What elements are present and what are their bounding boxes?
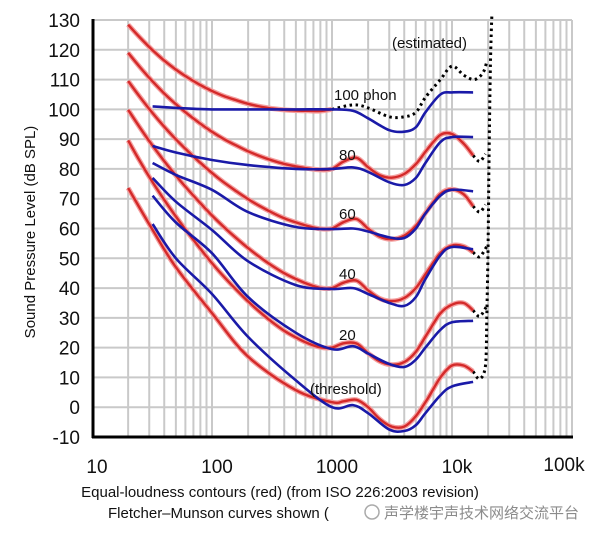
x-tick-label: 1000 [316, 457, 358, 478]
x-tick-label: 10 [86, 457, 107, 478]
y-tick-label: 10 [59, 368, 80, 389]
blue-fletcher-munson-20 [151, 194, 474, 369]
estimated-dotted-line [472, 153, 487, 163]
blue-fletcher-munson-40 [151, 176, 474, 308]
red-contour-80 [127, 52, 475, 179]
annotation-60: 60 [339, 206, 356, 223]
y-tick-label: -10 [53, 428, 80, 449]
x-axis-caption-line1: Equal-loudness contours (red) (from ISO … [81, 484, 479, 501]
y-tick-label: 20 [59, 339, 80, 360]
x-tick-label: 100 [201, 457, 233, 478]
y-tick-label: 70 [59, 190, 80, 211]
x-axis-caption-line2: Fletcher–Munson curves shown ( [108, 505, 329, 522]
y-tick-label: 130 [48, 11, 80, 32]
x-tick-label: 10k [442, 457, 473, 478]
watermark-logo-icon [364, 504, 380, 520]
red-contour-halo-20 [125, 139, 475, 368]
grid [92, 19, 573, 437]
red-contour-threshold [127, 187, 474, 429]
red-contour-20 [127, 139, 474, 366]
annotation-20: 20 [339, 327, 356, 344]
watermark-text: 声学楼宇声技术网络交流平台 [384, 504, 579, 522]
y-tick-label: 60 [59, 220, 80, 241]
red-contour-40 [127, 109, 474, 303]
annotation-estimated: (estimated) [392, 35, 467, 52]
annotation-40: 40 [339, 266, 356, 283]
estimated-dotted-line [471, 13, 494, 381]
y-tick-label: 50 [59, 249, 80, 270]
red-contour-60 [127, 80, 475, 241]
blue-fletcher-munson-100 [152, 90, 474, 134]
x-tick-label: 100k [543, 455, 585, 476]
estimated-dotted-line [471, 305, 489, 318]
y-tick-label: 110 [50, 71, 80, 92]
y-tick-label: 80 [59, 160, 80, 181]
red-contour-100 [127, 23, 333, 113]
estimated-dotted-line [472, 203, 487, 214]
y-tick-label: 30 [59, 309, 80, 330]
blue-fletcher-munson-60 [152, 161, 474, 241]
y-tick-label: 0 [69, 398, 80, 419]
watermark: 声学楼宇声技术网络交流平台 [364, 504, 579, 522]
x-tick-labels: 10 100 1000 10k 100k [86, 455, 585, 478]
y-tick-label: 100 [48, 100, 80, 121]
annotation-threshold: (threshold) [310, 381, 382, 398]
y-axis-title: Sound Pressure Level (dB SPL) [22, 126, 39, 339]
y-tick-label: 120 [48, 41, 80, 62]
annotation-80: 80 [339, 147, 356, 164]
annotation-100-phon: 100 phon [334, 87, 397, 104]
curves [125, 13, 494, 433]
blue-fletcher-munson-80 [152, 135, 474, 187]
y-tick-label: 40 [59, 279, 80, 300]
blue-fletcher-munson-threshold [151, 223, 474, 433]
y-tick-label: 90 [59, 130, 80, 151]
estimated-dotted-line [472, 245, 489, 259]
